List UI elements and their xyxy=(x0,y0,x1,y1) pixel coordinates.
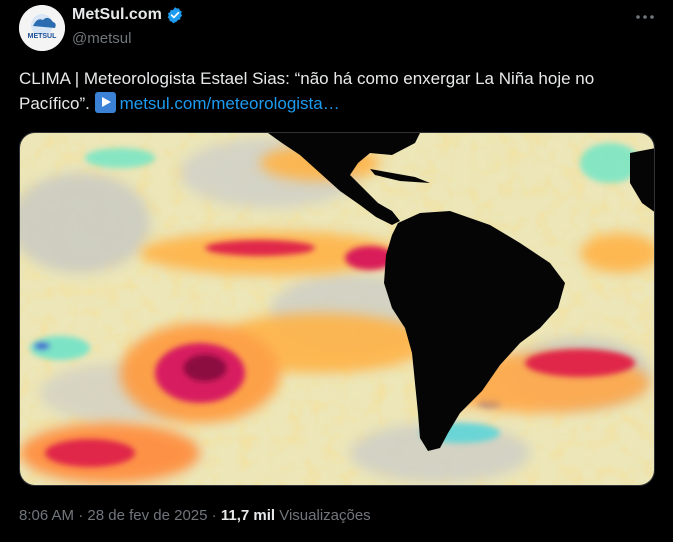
landmass xyxy=(268,133,654,451)
avatar-text: METSUL xyxy=(28,33,58,40)
meta-separator: · xyxy=(78,507,84,524)
handle[interactable]: @metsul xyxy=(72,30,132,47)
display-name[interactable]: MetSul.com xyxy=(72,6,162,23)
tweet-time[interactable]: 8:06 AM xyxy=(19,507,75,524)
verified-badge-icon xyxy=(166,6,184,24)
views-label: Visualizações xyxy=(279,507,371,524)
views-count: 11,7 mil xyxy=(220,507,276,524)
tweet-date[interactable]: 28 de fev de 2025 xyxy=(87,507,208,524)
play-button-icon xyxy=(94,92,116,113)
tweet-header: METSUL MetSul.com @metsul xyxy=(19,5,659,51)
tweet-link[interactable]: metsul.com/meteorologista… xyxy=(119,94,340,113)
avatar[interactable]: METSUL xyxy=(19,5,65,51)
tweet-text: CLIMA | Meteorologista Estael Sias: “não… xyxy=(19,66,659,116)
tweet-meta: 8:06 AM · 28 de fev de 2025 · 11,7 mil V… xyxy=(19,507,371,524)
tweet-media-image[interactable] xyxy=(19,132,655,486)
name-row: MetSul.com xyxy=(72,6,184,24)
meta-separator: · xyxy=(211,507,217,524)
tweet-text-main: CLIMA | Meteorologista Estael Sias: “não… xyxy=(19,69,595,113)
more-options-icon[interactable] xyxy=(633,5,657,29)
sst-anomaly-map xyxy=(20,133,654,485)
